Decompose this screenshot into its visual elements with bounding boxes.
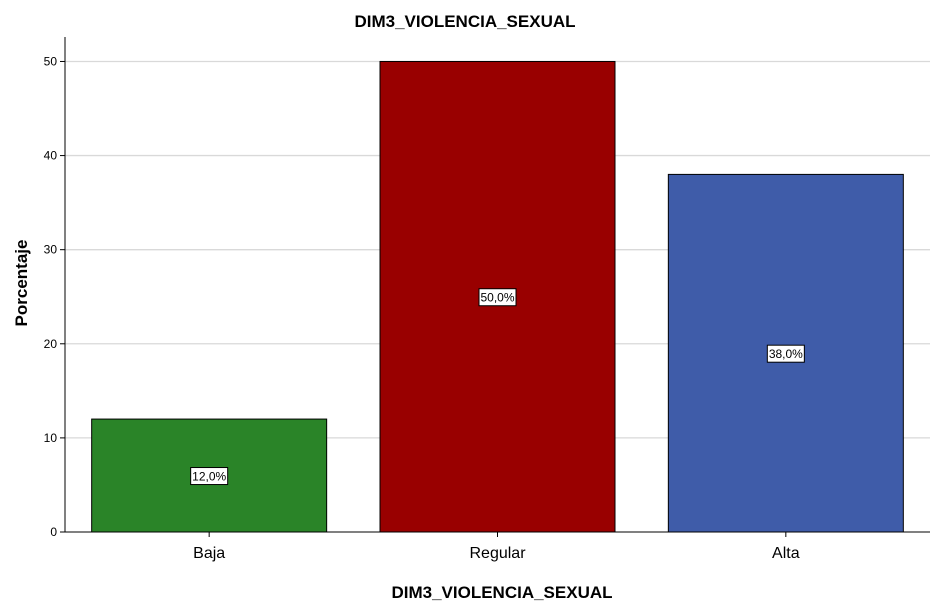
x-axis-label: DIM3_VIOLENCIA_SEXUAL <box>391 583 612 602</box>
chart-title: DIM3_VIOLENCIA_SEXUAL <box>354 12 575 31</box>
data-label: 50,0% <box>479 289 516 306</box>
data-label: 12,0% <box>191 468 228 485</box>
x-tick-label: Regular <box>469 545 526 562</box>
y-tick-label: 30 <box>44 243 58 257</box>
data-label-text: 50,0% <box>480 291 514 305</box>
data-label-text: 12,0% <box>192 470 226 484</box>
y-tick-label: 10 <box>44 431 58 445</box>
y-tick-label: 50 <box>44 54 58 68</box>
y-axis-label: Porcentaje <box>12 240 31 327</box>
data-label: 38,0% <box>767 345 804 362</box>
y-axis-ticks: 0 10 20 30 40 50 <box>44 54 65 539</box>
y-tick-label: 0 <box>50 525 57 539</box>
data-label-text: 38,0% <box>769 347 803 361</box>
x-tick-label: Baja <box>193 545 225 562</box>
y-tick-label: 40 <box>44 149 58 163</box>
x-axis-ticks: Baja Regular Alta <box>193 532 800 562</box>
y-tick-label: 20 <box>44 337 58 351</box>
x-tick-label: Alta <box>772 545 800 562</box>
